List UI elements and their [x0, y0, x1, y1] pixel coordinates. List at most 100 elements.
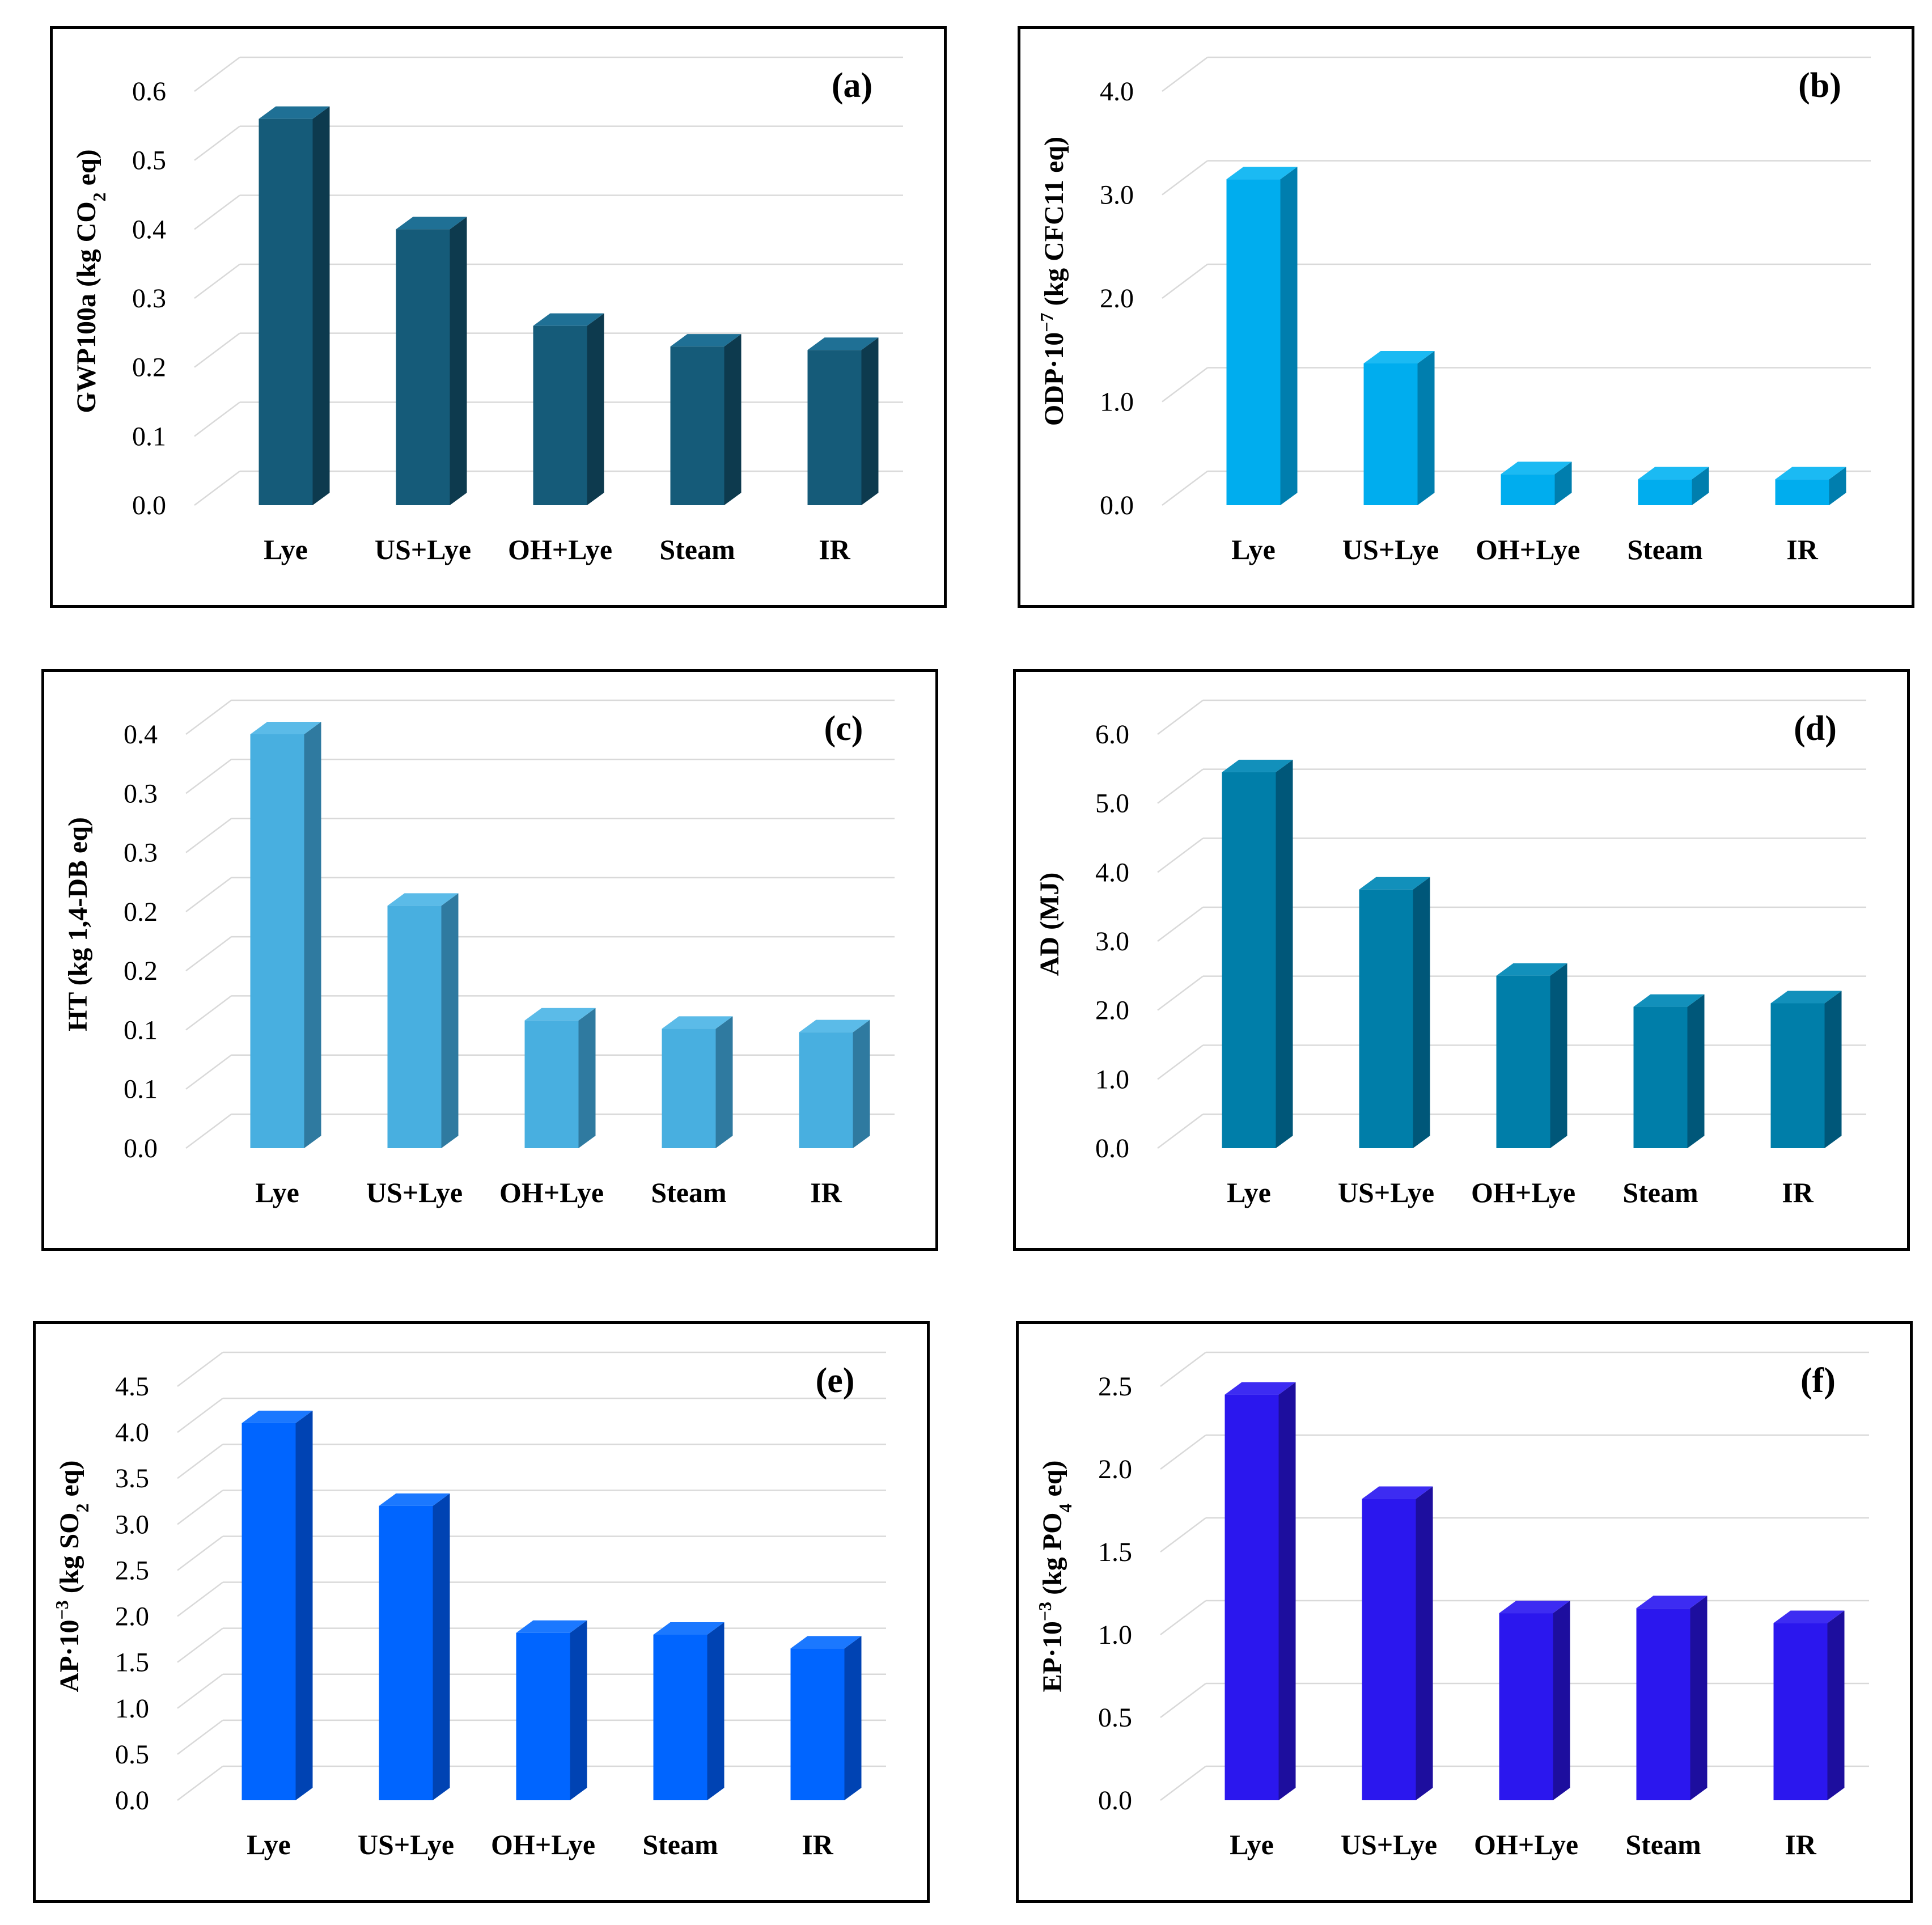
- bar-top: [807, 337, 879, 350]
- grid-diagonal: [177, 1398, 223, 1433]
- grid-diagonal: [185, 700, 232, 735]
- x-category-label: US+Lye: [1338, 1177, 1434, 1208]
- bar-side: [1553, 1601, 1570, 1800]
- x-category-label: Steam: [1625, 1829, 1701, 1860]
- panel-label-b: (b): [1798, 66, 1841, 105]
- bar-front: [1775, 479, 1829, 505]
- grid-diagonal: [185, 877, 232, 912]
- bar-side: [1278, 1382, 1296, 1800]
- bar-side: [578, 1008, 596, 1148]
- bar-front: [653, 1635, 707, 1800]
- bar-ir: [1775, 467, 1846, 505]
- bar-oh-lye: [1501, 462, 1572, 505]
- bar-us-lye: [379, 1493, 450, 1800]
- grid-diagonal: [185, 995, 232, 1031]
- bar-side: [1827, 1610, 1845, 1800]
- grid-diagonal: [1157, 1114, 1204, 1149]
- grid-diagonal: [185, 818, 232, 853]
- x-category-label: IR: [810, 1177, 842, 1208]
- bar-top: [1359, 877, 1430, 890]
- grid-diagonal: [194, 264, 240, 299]
- y-tick-label: 0.0: [1100, 490, 1134, 521]
- grid-diagonal: [185, 1114, 232, 1149]
- grid-diagonal: [185, 1054, 232, 1090]
- chart-panel-f: 0.0 0.5 1.0 1.5 2.0 2.5 Lye US+Lye OH+Lye Steam IR…: [1016, 1321, 1913, 1903]
- bar-side: [715, 1016, 733, 1148]
- bar-front: [790, 1648, 845, 1800]
- y-tick-label: 0.3: [124, 838, 158, 868]
- y-tick-label: 1.5: [115, 1648, 149, 1678]
- grid-diagonal: [1162, 160, 1208, 196]
- y-tick-label: 0.2: [124, 956, 158, 986]
- bar-front: [1633, 1006, 1688, 1148]
- bar-front: [533, 325, 587, 505]
- bar-us-lye: [387, 893, 459, 1148]
- bar-side: [853, 1019, 870, 1148]
- bar-side: [1692, 467, 1709, 505]
- bar-top: [1363, 350, 1435, 363]
- bar-front: [250, 734, 304, 1148]
- bar-ir: [1770, 991, 1842, 1148]
- bar-side: [1687, 994, 1705, 1148]
- bar-front: [1362, 1499, 1416, 1800]
- grid-diagonal: [1157, 975, 1204, 1011]
- x-category-label: Lye: [1230, 1829, 1274, 1860]
- y-tick-label: 0.1: [124, 1015, 158, 1045]
- bar-top: [790, 1636, 862, 1649]
- grid-diagonal: [1162, 57, 1208, 92]
- bar-lye: [242, 1410, 313, 1800]
- bar-top: [799, 1019, 870, 1033]
- bar-top: [1226, 167, 1298, 180]
- chart-panel-d: 0.0 1.0 2.0 3.0 4.0 5.0 6.0 Lye US+Lye OH+Lye Stea…: [1013, 669, 1910, 1251]
- bar-side: [304, 722, 321, 1148]
- y-tick-label: 0.5: [115, 1740, 149, 1770]
- grid-diagonal: [194, 194, 240, 230]
- y-tick-label: 4.0: [115, 1418, 149, 1448]
- bar-side: [433, 1493, 450, 1800]
- bar-top: [379, 1493, 450, 1506]
- y-tick-label: 0.4: [124, 720, 158, 750]
- bar-steam: [662, 1016, 733, 1148]
- y-axis-label: EP·10−3 (kg PO4 eq): [1035, 1461, 1075, 1693]
- bar-front: [1363, 363, 1418, 505]
- bar-front: [1638, 479, 1692, 505]
- grid-diagonal: [177, 1719, 223, 1755]
- bar-front: [1496, 975, 1550, 1148]
- x-category-label: Steam: [1622, 1177, 1698, 1208]
- bar-front: [1501, 474, 1555, 505]
- y-tick-label: 0.0: [132, 490, 166, 521]
- y-tick-label: 0.5: [132, 146, 166, 176]
- bar-side: [1417, 350, 1435, 505]
- y-tick-label: 2.0: [1095, 996, 1129, 1026]
- y-tick-label: 0.0: [1095, 1133, 1129, 1164]
- bar-oh-lye: [516, 1620, 587, 1800]
- x-category-label: Steam: [659, 534, 735, 565]
- y-tick-label: 4.5: [115, 1372, 149, 1402]
- bar-ir: [799, 1019, 870, 1148]
- x-category-label: Steam: [1627, 534, 1702, 565]
- grid-diagonal: [177, 1581, 223, 1617]
- bar-side: [1824, 991, 1842, 1148]
- x-category-label: IR: [802, 1829, 833, 1860]
- bar-oh-lye: [1499, 1601, 1570, 1800]
- x-category-label: OH+Lye: [1471, 1177, 1575, 1208]
- bar-front: [807, 350, 862, 505]
- grid-diagonal: [1157, 907, 1204, 942]
- bar-side: [570, 1620, 587, 1800]
- y-axis-label: AP·10−3 (kg SO2 eq): [52, 1461, 92, 1693]
- x-category-label: OH+Lye: [1476, 534, 1580, 565]
- y-tick-label: 3.0: [1095, 926, 1129, 957]
- y-axis-label: GWP100a (kg CO2 eq): [71, 149, 109, 413]
- grid-diagonal: [177, 1627, 223, 1663]
- y-tick-label: 5.0: [1095, 789, 1129, 819]
- grid-diagonal: [194, 401, 240, 437]
- bar-lye: [259, 106, 330, 505]
- grid-diagonal: [1157, 1044, 1204, 1080]
- y-tick-label: 0.6: [132, 77, 166, 107]
- y-tick-label: 2.0: [1100, 284, 1134, 314]
- y-tick-label: 0.0: [124, 1133, 158, 1164]
- bar-lye: [1226, 167, 1298, 505]
- panel-label-c: (c): [824, 709, 863, 748]
- bar-oh-lye: [533, 313, 604, 505]
- bar-top: [242, 1410, 313, 1423]
